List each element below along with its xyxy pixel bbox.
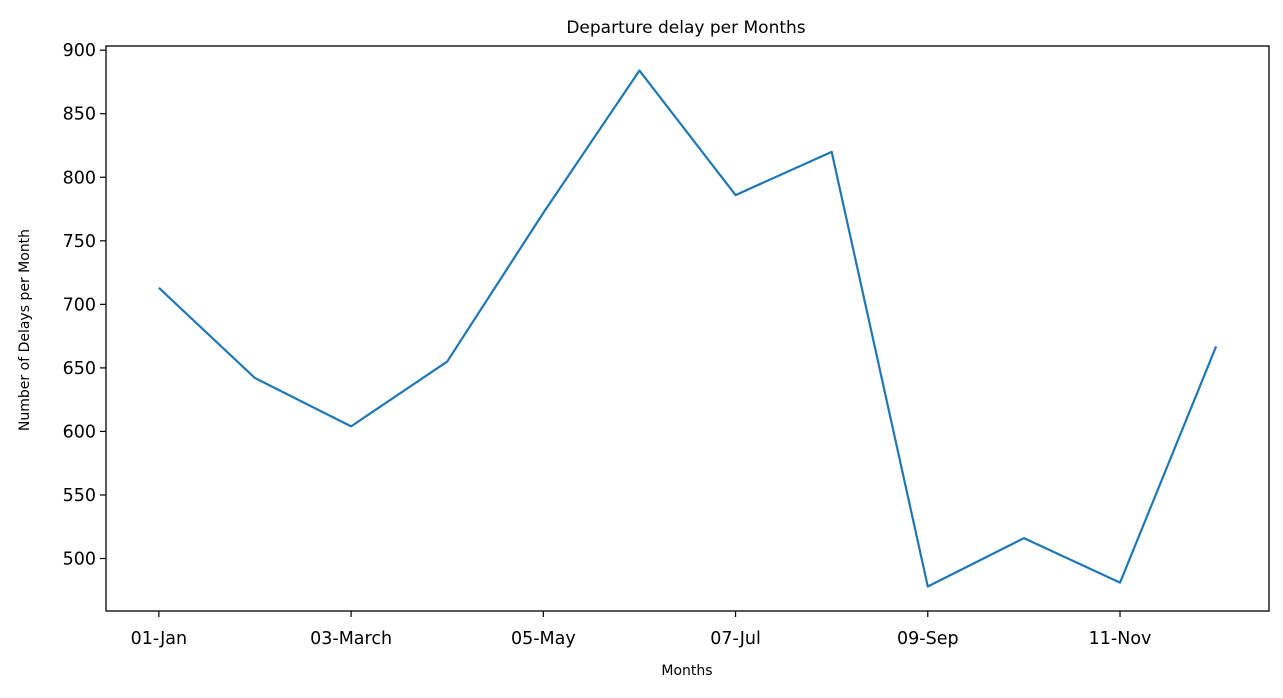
series-layer xyxy=(159,71,1216,587)
x-tick-label: 11-Nov xyxy=(1089,629,1152,649)
x-tick-label: 05-May xyxy=(511,629,576,649)
y-axis-label: Number of Delays per Month xyxy=(17,229,33,431)
y-tick-label: 800 xyxy=(63,168,96,188)
y-tick-label: 900 xyxy=(63,41,96,61)
plot-area xyxy=(106,46,1269,611)
y-tick-label: 500 xyxy=(63,550,96,570)
x-tick-label: 09-Sep xyxy=(897,629,959,649)
chart-title: Departure delay per Months xyxy=(566,18,805,38)
y-tick-label: 550 xyxy=(63,486,96,506)
y-tick-label: 650 xyxy=(63,359,96,379)
x-axis-label: Months xyxy=(661,663,712,679)
x-tick-label: 01-Jan xyxy=(131,629,188,649)
y-tick-label: 850 xyxy=(63,105,96,125)
y-tick-label: 750 xyxy=(63,232,96,252)
series-line-0 xyxy=(159,71,1216,587)
y-tick-label: 700 xyxy=(63,295,96,315)
y-tick-label: 600 xyxy=(63,422,96,442)
x-tick-label: 03-March xyxy=(310,629,392,649)
x-axis: 01-Jan 03-March 05-May 07-Jul 09-Sep 11-Nov xyxy=(131,611,1152,649)
x-tick-label: 07-Jul xyxy=(710,629,761,649)
y-axis: 500 550 600 650 700 750 800 850 900 xyxy=(63,41,106,569)
